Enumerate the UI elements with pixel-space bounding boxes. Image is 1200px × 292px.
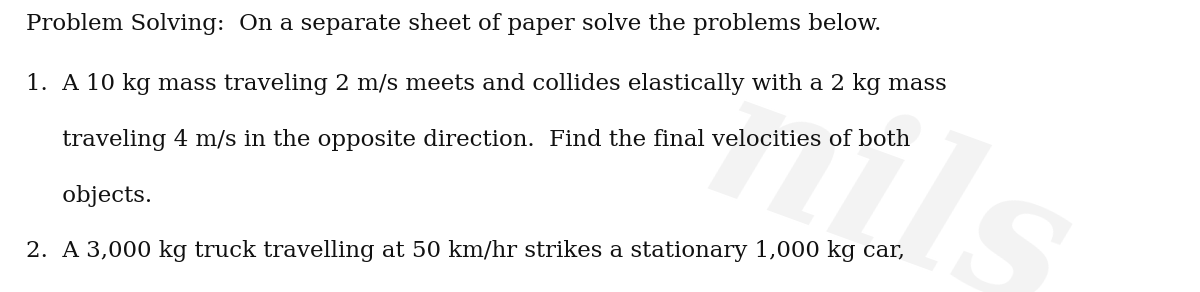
Text: 2.  A 3,000 kg truck travelling at 50 km/hr strikes a stationary 1,000 kg car,: 2. A 3,000 kg truck travelling at 50 km/… [26,240,906,262]
Text: traveling 4 m/s in the opposite direction.  Find the final velocities of both: traveling 4 m/s in the opposite directio… [26,129,911,151]
Text: nils: nils [684,58,1092,292]
Text: Problem Solving:  On a separate sheet of paper solve the problems below.: Problem Solving: On a separate sheet of … [26,13,882,35]
Text: objects.: objects. [26,185,152,206]
Text: 1.  A 10 kg mass traveling 2 m/s meets and collides elastically with a 2 kg mass: 1. A 10 kg mass traveling 2 m/s meets an… [26,73,947,95]
